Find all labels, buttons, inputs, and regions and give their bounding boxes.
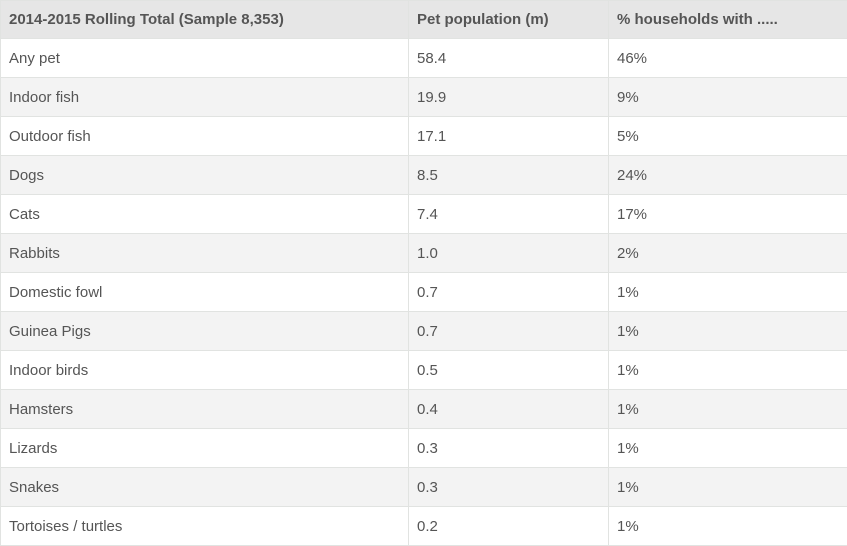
population-cell: 0.7 <box>408 272 609 312</box>
pet-type-cell: Indoor fish <box>0 77 409 117</box>
pet-type-cell: Indoor birds <box>0 350 409 390</box>
population-cell: 1.0 <box>408 233 609 273</box>
household-percent-cell: 1% <box>608 311 847 351</box>
table-row: Outdoor fish 17.1 5% <box>0 116 847 156</box>
table-row: Indoor fish 19.9 9% <box>0 77 847 117</box>
pet-type-cell: Snakes <box>0 467 409 507</box>
household-percent-cell: 1% <box>608 389 847 429</box>
pet-type-cell: Any pet <box>0 38 409 78</box>
household-percent-cell: 9% <box>608 77 847 117</box>
household-percent-cell: 1% <box>608 350 847 390</box>
pet-type-cell: Rabbits <box>0 233 409 273</box>
header-sample: 2014-2015 Rolling Total (Sample 8,353) <box>0 0 409 39</box>
table-row: Lizards 0.3 1% <box>0 428 847 468</box>
pet-type-cell: Lizards <box>0 428 409 468</box>
population-cell: 7.4 <box>408 194 609 234</box>
header-row: 2014-2015 Rolling Total (Sample 8,353) P… <box>0 0 847 39</box>
table-row: Guinea Pigs 0.7 1% <box>0 311 847 351</box>
table-row: Dogs 8.5 24% <box>0 155 847 195</box>
household-percent-cell: 5% <box>608 116 847 156</box>
table-row: Domestic fowl 0.7 1% <box>0 272 847 312</box>
population-cell: 0.2 <box>408 506 609 546</box>
pet-type-cell: Tortoises / turtles <box>0 506 409 546</box>
table-row: Any pet 58.4 46% <box>0 38 847 78</box>
household-percent-cell: 17% <box>608 194 847 234</box>
table-row: Cats 7.4 17% <box>0 194 847 234</box>
household-percent-cell: 1% <box>608 467 847 507</box>
household-percent-cell: 1% <box>608 428 847 468</box>
pet-type-cell: Cats <box>0 194 409 234</box>
pet-type-cell: Dogs <box>0 155 409 195</box>
household-percent-cell: 46% <box>608 38 847 78</box>
header-households-percent: % households with ..... <box>608 0 847 39</box>
population-cell: 0.5 <box>408 350 609 390</box>
population-cell: 58.4 <box>408 38 609 78</box>
population-cell: 8.5 <box>408 155 609 195</box>
table-body: Any pet 58.4 46% Indoor fish 19.9 9% Out… <box>0 38 847 546</box>
header-pet-population: Pet population (m) <box>408 0 609 39</box>
population-cell: 0.7 <box>408 311 609 351</box>
household-percent-cell: 1% <box>608 506 847 546</box>
pet-type-cell: Domestic fowl <box>0 272 409 312</box>
table-row: Tortoises / turtles 0.2 1% <box>0 506 847 546</box>
table-row: Snakes 0.3 1% <box>0 467 847 507</box>
population-cell: 0.3 <box>408 467 609 507</box>
household-percent-cell: 2% <box>608 233 847 273</box>
household-percent-cell: 24% <box>608 155 847 195</box>
population-cell: 0.4 <box>408 389 609 429</box>
table-row: Indoor birds 0.5 1% <box>0 350 847 390</box>
population-cell: 17.1 <box>408 116 609 156</box>
population-cell: 19.9 <box>408 77 609 117</box>
population-cell: 0.3 <box>408 428 609 468</box>
pet-type-cell: Hamsters <box>0 389 409 429</box>
household-percent-cell: 1% <box>608 272 847 312</box>
table-row: Hamsters 0.4 1% <box>0 389 847 429</box>
table-row: Rabbits 1.0 2% <box>0 233 847 273</box>
pet-type-cell: Guinea Pigs <box>0 311 409 351</box>
table-header: 2014-2015 Rolling Total (Sample 8,353) P… <box>0 0 847 39</box>
pet-type-cell: Outdoor fish <box>0 116 409 156</box>
